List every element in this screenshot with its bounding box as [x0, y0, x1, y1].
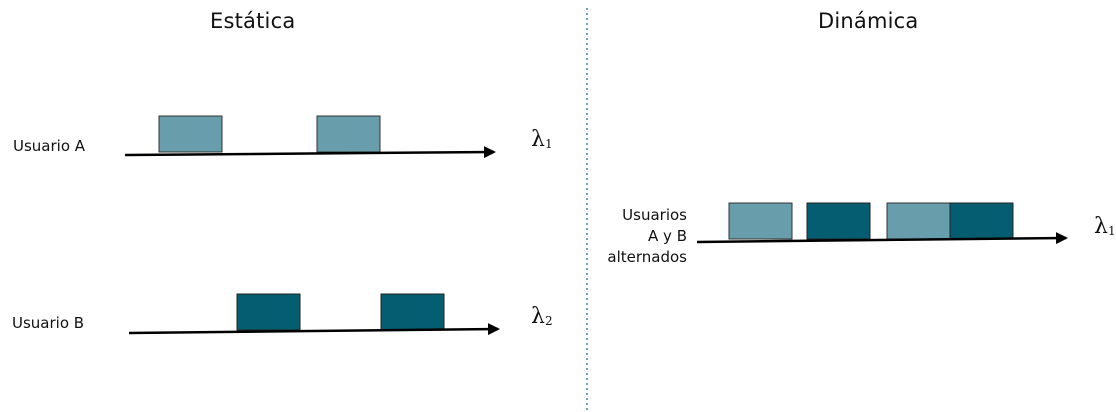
alternated-label-line-2: A y B [648, 227, 687, 245]
slot-user-b [949, 202, 1014, 240]
lambda-subscript: 1 [1107, 224, 1116, 238]
user-a-label: Usuario A [13, 137, 86, 155]
arrow-line [128, 323, 500, 336]
slot-user-a [886, 202, 951, 240]
timeline-usuario-b [128, 293, 500, 336]
wavelength-label-b: λ2 [531, 304, 553, 329]
timeline-usuario-a [124, 115, 496, 159]
wavelength-label-a: λ1 [531, 127, 553, 152]
slot-user-a [158, 115, 223, 153]
user-b-label: Usuario B [12, 314, 85, 332]
static-title: Estática [210, 9, 296, 33]
lambda-subscript: 2 [544, 314, 553, 328]
alternated-users-label: Usuarios A y B alternados [606, 205, 687, 268]
lambda-symbol: λ [1094, 214, 1108, 239]
slot-user-a [316, 115, 381, 153]
slot-user-b [236, 293, 301, 331]
lambda-symbol: λ [531, 304, 545, 329]
alternated-label-line-1: Usuarios [622, 206, 687, 224]
wavelength-label-dynamic: λ1 [1094, 214, 1116, 239]
lambda-symbol: λ [531, 127, 545, 152]
lambda-subscript: 1 [544, 137, 553, 151]
slot-user-a [728, 202, 793, 240]
dynamic-title: Dinámica [818, 9, 919, 33]
alternated-label-line-3: alternados [607, 248, 687, 266]
arrow-line [124, 146, 496, 159]
slot-user-b [380, 293, 445, 331]
timeline-alternados [696, 202, 1068, 245]
slot-user-b [806, 202, 871, 240]
arrow-line [696, 232, 1068, 245]
